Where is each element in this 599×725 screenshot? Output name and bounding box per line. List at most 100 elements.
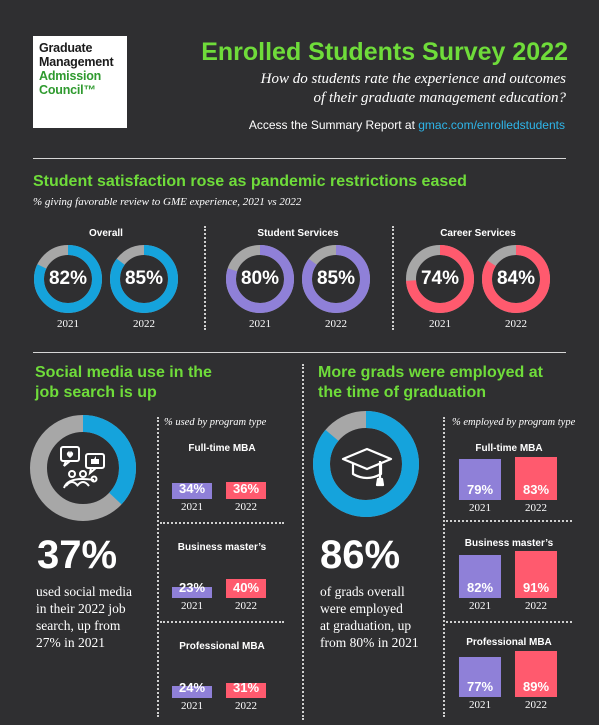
satisfaction-note: % giving favorable review to GME experie… — [33, 196, 302, 208]
program-bar: 91% — [515, 550, 557, 598]
program-year: 2021 — [181, 501, 203, 513]
access-line: Access the Summary Report at gmac.com/en… — [190, 118, 565, 132]
program-label: Professional MBA — [466, 637, 552, 648]
program-bar: 40% — [226, 578, 266, 598]
sat-donut — [406, 245, 474, 313]
sat-donut-value: 74% — [420, 268, 460, 289]
social-media-icon — [60, 446, 105, 489]
divider-top — [33, 158, 566, 159]
gmac-logo: Graduate Management Admission Council™ — [33, 36, 127, 128]
program-bar: 79% — [459, 458, 501, 500]
program-label: Business master’s — [464, 538, 554, 549]
program-year: 2022 — [235, 501, 257, 513]
graduation-cap-icon — [341, 447, 393, 487]
emp-desc-line-3: at graduation, up — [320, 618, 412, 633]
page-title: Enrolled Students Survey 2022 — [201, 38, 568, 66]
program-year: 2021 — [469, 600, 491, 612]
divider-social-programs — [157, 417, 159, 717]
program-bar: 89% — [515, 650, 557, 697]
program-bar: 36% — [226, 480, 266, 499]
program-bar-value: 83% — [522, 481, 550, 497]
program-label: Full-time MBA — [475, 443, 543, 454]
program-bar-value: 91% — [522, 579, 550, 595]
sat-donut — [110, 245, 178, 313]
emp-desc-line-4: from 80% in 2021 — [320, 635, 419, 650]
satisfaction-heading: Student satisfaction rose as pandemic re… — [33, 173, 467, 190]
employment-heading-line-2: the time of graduation — [318, 384, 486, 401]
program-bar: 82% — [459, 555, 501, 598]
program-bar-value: 79% — [466, 481, 494, 497]
program-year: 2022 — [525, 600, 547, 612]
subtitle-line-2: of their graduate management education? — [313, 90, 566, 106]
divider-mid — [33, 352, 566, 353]
employment-ring — [313, 411, 419, 517]
social-heading-line-1: Social media use in the — [35, 364, 212, 381]
sat-donut — [302, 245, 370, 313]
program-year: 2022 — [525, 502, 547, 514]
ring-fill — [406, 245, 474, 313]
ring-fill — [34, 245, 102, 313]
ring-fill — [226, 245, 294, 313]
program-label: Full-time MBA — [188, 443, 256, 454]
social-desc-line-2: in their 2022 job — [36, 601, 126, 616]
sat-donut-value: 80% — [240, 268, 280, 289]
divider-social-prog-2 — [160, 621, 284, 623]
divider-social-prog-1 — [160, 522, 284, 524]
social-desc-line-3: search, up from — [36, 618, 121, 633]
sat-year: 2021 — [249, 318, 271, 330]
program-bar-value: 89% — [522, 678, 550, 694]
employment-program-note: % employed by program type — [452, 417, 576, 428]
sat-donut — [482, 245, 550, 313]
social-description: used social media in their 2022 job sear… — [36, 583, 132, 651]
program-year: 2022 — [235, 700, 257, 712]
divider-sat-2 — [392, 226, 394, 330]
program-bar: 34% — [172, 480, 212, 499]
program-bar-value: 82% — [466, 579, 494, 595]
sat-donut-value: 82% — [48, 268, 88, 289]
program-bar-value: 24% — [178, 679, 206, 695]
access-text: Access the Summary Report at — [248, 118, 419, 132]
program-bar-value: 23% — [178, 579, 206, 595]
logo-line-2: Management — [39, 55, 114, 69]
program-bar-value: 36% — [232, 480, 260, 496]
subtitle-line-1: How do students rate the experience and … — [260, 71, 566, 87]
social-desc-line-1: used social media — [36, 584, 132, 599]
logo-line-3: Admission — [39, 69, 102, 83]
sat-year: 2022 — [325, 318, 347, 330]
program-bar-value: 34% — [178, 480, 206, 496]
social-ring — [30, 415, 136, 521]
sat-donut-value: 85% — [316, 268, 356, 289]
sat-year: 2022 — [133, 318, 155, 330]
employment-big-number: 86% — [320, 533, 401, 577]
program-bar: 83% — [515, 456, 557, 500]
emp-desc-line-1: of grads overall — [320, 584, 405, 599]
program-year: 2022 — [235, 600, 257, 612]
sat-group-label: Career Services — [440, 228, 516, 239]
program-year: 2021 — [181, 700, 203, 712]
program-label: Professional MBA — [179, 641, 265, 652]
social-program-note: % used by program type — [164, 417, 267, 428]
logo-line-4: Council™ — [39, 83, 96, 97]
ring-fill — [302, 245, 370, 313]
page-subtitle: How do students rate the experience and … — [200, 70, 566, 108]
divider-emp-prog-2 — [446, 621, 572, 623]
sat-year: 2021 — [57, 318, 79, 330]
sat-donut — [226, 245, 294, 313]
social-heading-line-2: job search is up — [35, 384, 157, 401]
program-bar-value: 31% — [232, 679, 260, 695]
divider-sat-1 — [204, 226, 206, 330]
employment-heading-line-1: More grads were employed at — [318, 364, 543, 381]
divider-emp-programs — [443, 417, 445, 717]
employment-heading: More grads were employed at the time of … — [318, 363, 578, 403]
program-bar: 24% — [172, 680, 212, 698]
program-year: 2021 — [181, 600, 203, 612]
sat-donut — [34, 245, 102, 313]
divider-emp-prog-1 — [446, 520, 572, 522]
logo-line-1: Graduate — [39, 41, 93, 55]
ring-fill — [30, 415, 136, 521]
employment-description: of grads overall were employed at gradua… — [320, 583, 419, 651]
summary-report-link[interactable]: gmac.com/enrolledstudents — [418, 118, 565, 132]
ring-fill — [110, 245, 178, 313]
program-bar-value: 77% — [466, 678, 494, 694]
social-heading: Social media use in the job search is up — [35, 363, 235, 403]
